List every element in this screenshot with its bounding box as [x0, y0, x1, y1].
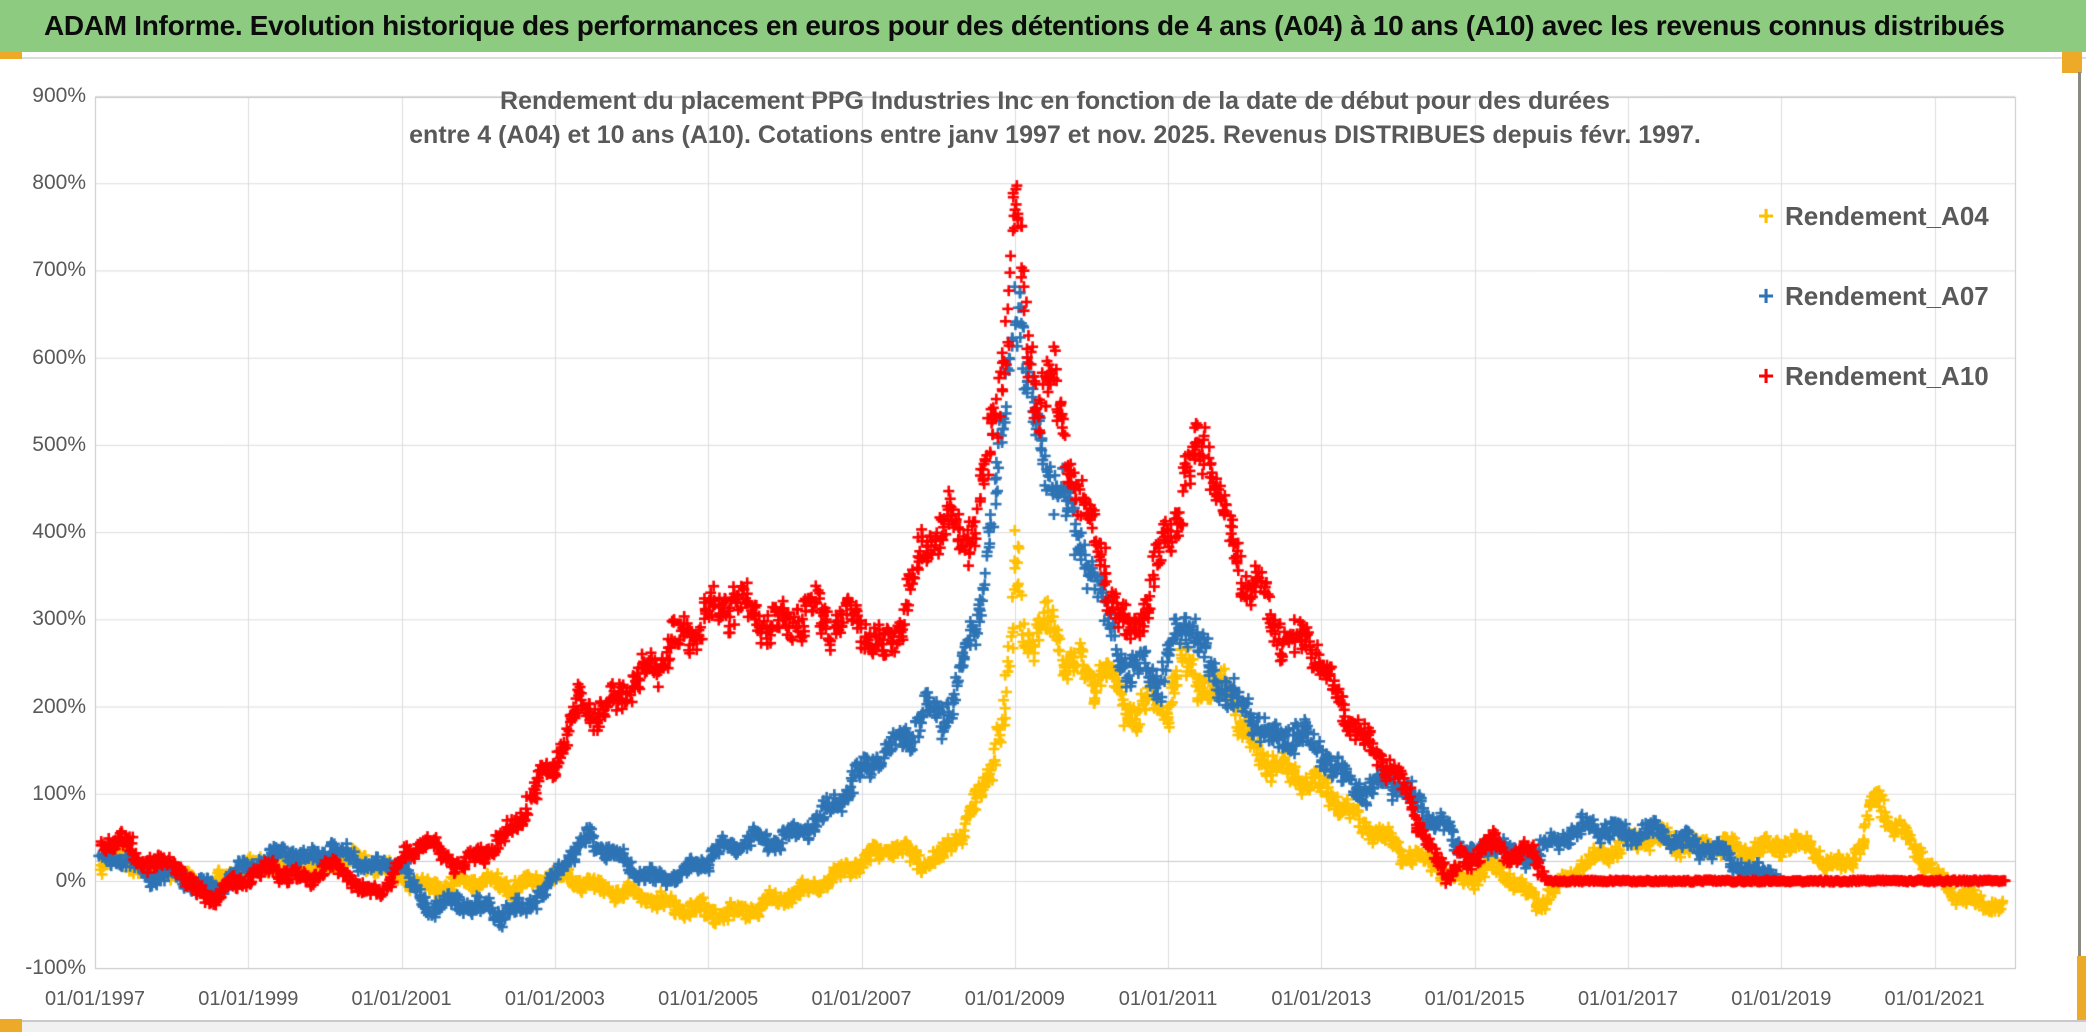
y-axis-tick-label: 0%	[55, 869, 86, 892]
x-axis-tick-label: 01/01/2005	[658, 988, 759, 1010]
x-axis-tick-label: 01/01/2007	[811, 988, 912, 1010]
plus-marker-icon: +	[1757, 200, 1775, 231]
x-axis-tick-label: 01/01/1997	[44, 988, 146, 1010]
x-axis-tick-label: 01/01/2011	[1118, 988, 1218, 1010]
y-axis-tick-label: 800%	[32, 171, 86, 195]
accent-top-left	[0, 52, 22, 59]
legend-label: Rendement_A07	[1785, 280, 1989, 311]
y-axis-tick-label: 500%	[32, 432, 86, 456]
accent-bottom-left	[0, 1019, 22, 1032]
x-axis-tick-label: 01/01/2015	[1424, 988, 1525, 1010]
window-right-border	[2078, 72, 2081, 958]
bottom-divider	[0, 1020, 2086, 1022]
accent-bottom-right	[2077, 956, 2086, 1022]
y-axis-tick-label: 200%	[32, 694, 86, 718]
x-axis-tick-label: 01/01/2003	[504, 988, 605, 1010]
x-axis-tick-label: 01/01/2021	[1884, 988, 1985, 1010]
plus-marker-icon: +	[1757, 360, 1775, 391]
x-axis-tick-label: 01/01/2019	[1731, 988, 1832, 1010]
legend-item-rendement-a04: + Rendement_A04	[1753, 198, 1989, 234]
x-axis-tick-label: 01/01/2017	[1577, 988, 1679, 1010]
bottom-strip	[0, 1022, 2086, 1032]
legend: + Rendement_A04 + Rendement_A07 + Rendem…	[1753, 198, 1989, 438]
y-axis-tick-label: -100%	[25, 956, 86, 980]
y-axis-tick-label: 700%	[32, 258, 86, 282]
x-axis-tick-label: 01/01/2009	[964, 988, 1065, 1010]
y-axis-tick-label: 900%	[32, 84, 86, 108]
legend-label: Rendement_A10	[1785, 360, 1989, 391]
x-axis-tick-label: 01/01/2013	[1271, 988, 1372, 1010]
chart-title-line2: entre 4 (A04) et 10 ans (A10). Cotations…	[409, 121, 1701, 149]
legend-label: Rendement_A04	[1785, 200, 1989, 231]
legend-item-rendement-a10: + Rendement_A10	[1753, 358, 1989, 394]
x-axis-tick-label: 01/01/1999	[198, 988, 299, 1010]
y-axis-tick-label: 100%	[32, 781, 86, 805]
chart-title: Rendement du placement PPG Industries In…	[95, 84, 2015, 152]
x-axis-tick-label: 01/01/2001	[351, 988, 452, 1010]
y-axis-tick-label: 600%	[32, 345, 86, 369]
y-axis-tick-label: 300%	[32, 607, 86, 631]
y-axis-tick-label: 400%	[32, 520, 86, 544]
accent-top-right	[2062, 52, 2082, 73]
plus-marker-icon: +	[1757, 280, 1775, 311]
chart-title-line1: Rendement du placement PPG Industries In…	[500, 87, 1610, 115]
legend-item-rendement-a07: + Rendement_A07	[1753, 278, 1989, 314]
